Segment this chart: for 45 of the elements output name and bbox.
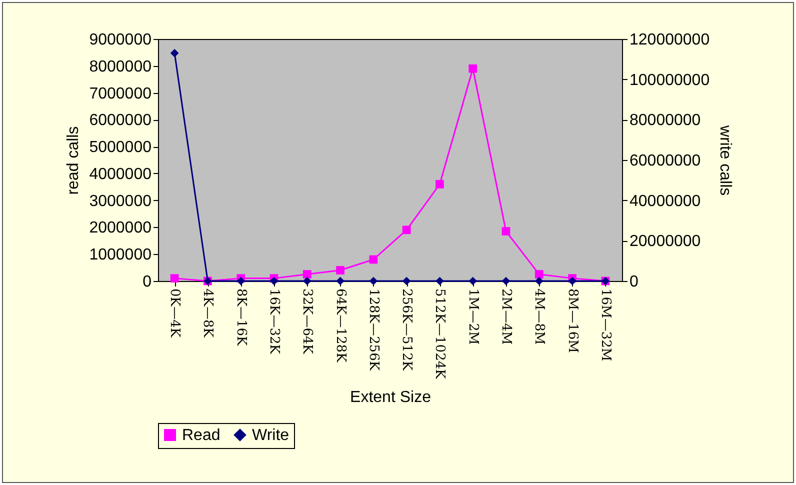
legend-label: Read xyxy=(182,427,220,444)
point xyxy=(302,270,312,278)
x-tick-label: 128K—256K xyxy=(366,288,381,371)
point xyxy=(402,226,411,234)
x-tick-label: 256K—512K xyxy=(399,288,414,371)
y2-tick-label: 0 xyxy=(630,274,638,290)
x-tick-label: 32K—64K xyxy=(300,288,315,354)
point xyxy=(336,266,344,274)
y-tick-label: 0 xyxy=(142,274,152,290)
x-tick-label: 1M—2M xyxy=(465,288,480,345)
y-tick-label: 2000000 xyxy=(89,220,152,237)
point xyxy=(369,255,378,264)
x-axis-title: Extent Size xyxy=(350,388,432,406)
y2-tick-label: 80000000 xyxy=(630,112,701,130)
y-tick-label: 5000000 xyxy=(89,139,152,156)
y-tick-label: 3000000 xyxy=(89,192,152,210)
y2-tick-label: 60000000 xyxy=(630,152,701,170)
y-axis-title: read calls xyxy=(65,126,82,195)
point xyxy=(468,64,478,73)
y-tick-label: 4000000 xyxy=(89,166,152,183)
y-tick-label: 6000000 xyxy=(89,112,152,130)
x-tick-label: 4K—8K xyxy=(200,288,216,338)
x-tick-label: 16K—32K xyxy=(266,288,282,354)
point xyxy=(502,227,510,236)
y-tick-label: 1000000 xyxy=(89,246,152,264)
x-tick-label: 0K—4K xyxy=(167,288,182,338)
legend-label: Write xyxy=(252,427,290,444)
point xyxy=(534,270,544,278)
y2-tick-label: 100000000 xyxy=(630,72,710,89)
point xyxy=(170,274,179,282)
x-tick-label: 4M—8M xyxy=(532,288,547,345)
y2-axis-title: write calls xyxy=(716,124,734,196)
y2-tick-label: 20000000 xyxy=(630,233,701,250)
point xyxy=(436,180,444,188)
x-tick-label: 2M—4M xyxy=(498,288,514,345)
x-tick-label: 8K—16K xyxy=(233,288,248,346)
x-tick-label: 512K—1024K xyxy=(432,288,448,380)
y2-tick-label: 40000000 xyxy=(630,192,701,210)
y-tick-label: 7000000 xyxy=(89,85,152,102)
y-tick-label: 8000000 xyxy=(89,58,152,76)
y-tick-label: 9000000 xyxy=(89,32,152,48)
x-tick-label: 8M—16M xyxy=(564,288,580,353)
y2-tick-label: 120000000 xyxy=(630,32,710,48)
x-tick-label: 16M—32M xyxy=(598,288,613,362)
x-tick-label: 64K—128K xyxy=(332,288,348,363)
